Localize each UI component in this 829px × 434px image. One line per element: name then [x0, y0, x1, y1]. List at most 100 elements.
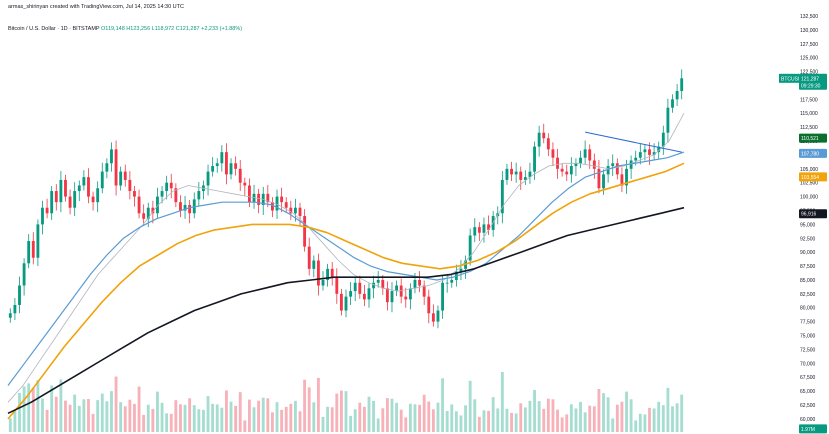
candle-body [597, 168, 601, 189]
candle-body [477, 227, 481, 233]
candle-body [514, 171, 518, 175]
candle-body [105, 163, 109, 172]
trendline [585, 131, 682, 153]
volume-bar [169, 413, 173, 432]
candle-body [330, 268, 334, 278]
volume-bar [349, 415, 353, 432]
candle-body [381, 279, 385, 289]
candle-body [64, 179, 67, 197]
candle-body [436, 310, 440, 322]
candle-body [179, 202, 182, 211]
candle-body [473, 227, 477, 236]
volume-bar [445, 411, 449, 432]
volume-bar [404, 417, 408, 432]
candle-body [174, 188, 178, 203]
price-tag-bg [799, 424, 827, 434]
candle-body [41, 207, 44, 225]
volume-bar [611, 418, 615, 432]
volume-bar [36, 380, 40, 432]
volume-bar [436, 402, 440, 432]
ma-slow-line [7, 162, 685, 420]
y-tick-label: 62,500 [800, 403, 816, 409]
candle-body [459, 268, 463, 272]
candle-body [119, 171, 123, 186]
candle-body [413, 279, 417, 289]
volume-bar [395, 402, 399, 432]
volume-bar [569, 404, 573, 432]
candle-body [50, 191, 54, 214]
candle-body [652, 152, 656, 155]
candle-body [500, 179, 504, 214]
candle-body [165, 182, 169, 192]
volume-bar [597, 389, 601, 432]
volume-bar [50, 385, 54, 432]
volume-bar [648, 407, 651, 432]
candle-body [579, 157, 582, 164]
symbol-tag-label: BTCUSD [781, 76, 802, 82]
candle-body [160, 191, 164, 197]
candle-body [542, 132, 546, 139]
volume-bar [87, 399, 90, 432]
volume-bar [160, 402, 164, 432]
candle-body [289, 207, 293, 214]
candle-body [312, 260, 316, 269]
candle-body [8, 313, 12, 318]
candle-body [427, 296, 431, 314]
volume-bar [422, 394, 426, 432]
volume-bar [367, 396, 371, 432]
volume-bar [293, 400, 297, 432]
price-tag-value: 107,780 [801, 151, 819, 157]
candle-body [229, 163, 233, 175]
candle-body [482, 224, 486, 233]
candle-body [31, 241, 35, 258]
y-tick-label: 60,000 [800, 417, 816, 423]
trendlines [585, 131, 682, 153]
price-tag-bg [799, 209, 827, 219]
volume-bar [298, 411, 302, 432]
candle-body [270, 202, 274, 211]
volume-bar [252, 407, 256, 432]
candle-body [146, 207, 150, 219]
volume-bar [542, 408, 546, 432]
y-tick-label: 72,500 [800, 347, 816, 353]
volume-bar [179, 404, 182, 432]
y-tick-label: 75,000 [800, 334, 816, 340]
candle-body [36, 224, 40, 258]
volume-bar [588, 405, 592, 432]
candle-body [234, 163, 238, 169]
volume-bar [473, 399, 477, 432]
volume-bar [123, 406, 127, 432]
candle-body [528, 171, 532, 178]
volume-bar [500, 372, 504, 432]
candle-body [73, 191, 77, 208]
candle-body [643, 149, 647, 153]
volume-bar [261, 397, 265, 432]
candle-body [441, 282, 444, 311]
y-tick-label: 87,500 [800, 264, 816, 270]
volume-bar [13, 410, 17, 432]
volume-bar [638, 413, 642, 432]
candle-body [225, 152, 228, 175]
candle-body [560, 168, 564, 172]
candle-body [431, 313, 435, 322]
candle-body [367, 288, 371, 300]
volume-bar [459, 415, 463, 432]
volume-bar [496, 408, 500, 432]
candle-body [307, 246, 311, 269]
candle-body [293, 207, 297, 214]
candle-body [321, 279, 325, 286]
volume-bar [620, 401, 624, 432]
volume-bar [225, 390, 228, 432]
candle-body [114, 149, 118, 186]
candle-body [519, 171, 523, 180]
volume-bar [211, 403, 215, 432]
volume-bar [45, 409, 49, 432]
candle-body [298, 207, 302, 217]
volume-bar [551, 399, 555, 432]
volume-bar [431, 409, 435, 432]
volume-bar [583, 412, 587, 432]
volume-bar [537, 401, 541, 432]
volume-bar [487, 410, 490, 432]
